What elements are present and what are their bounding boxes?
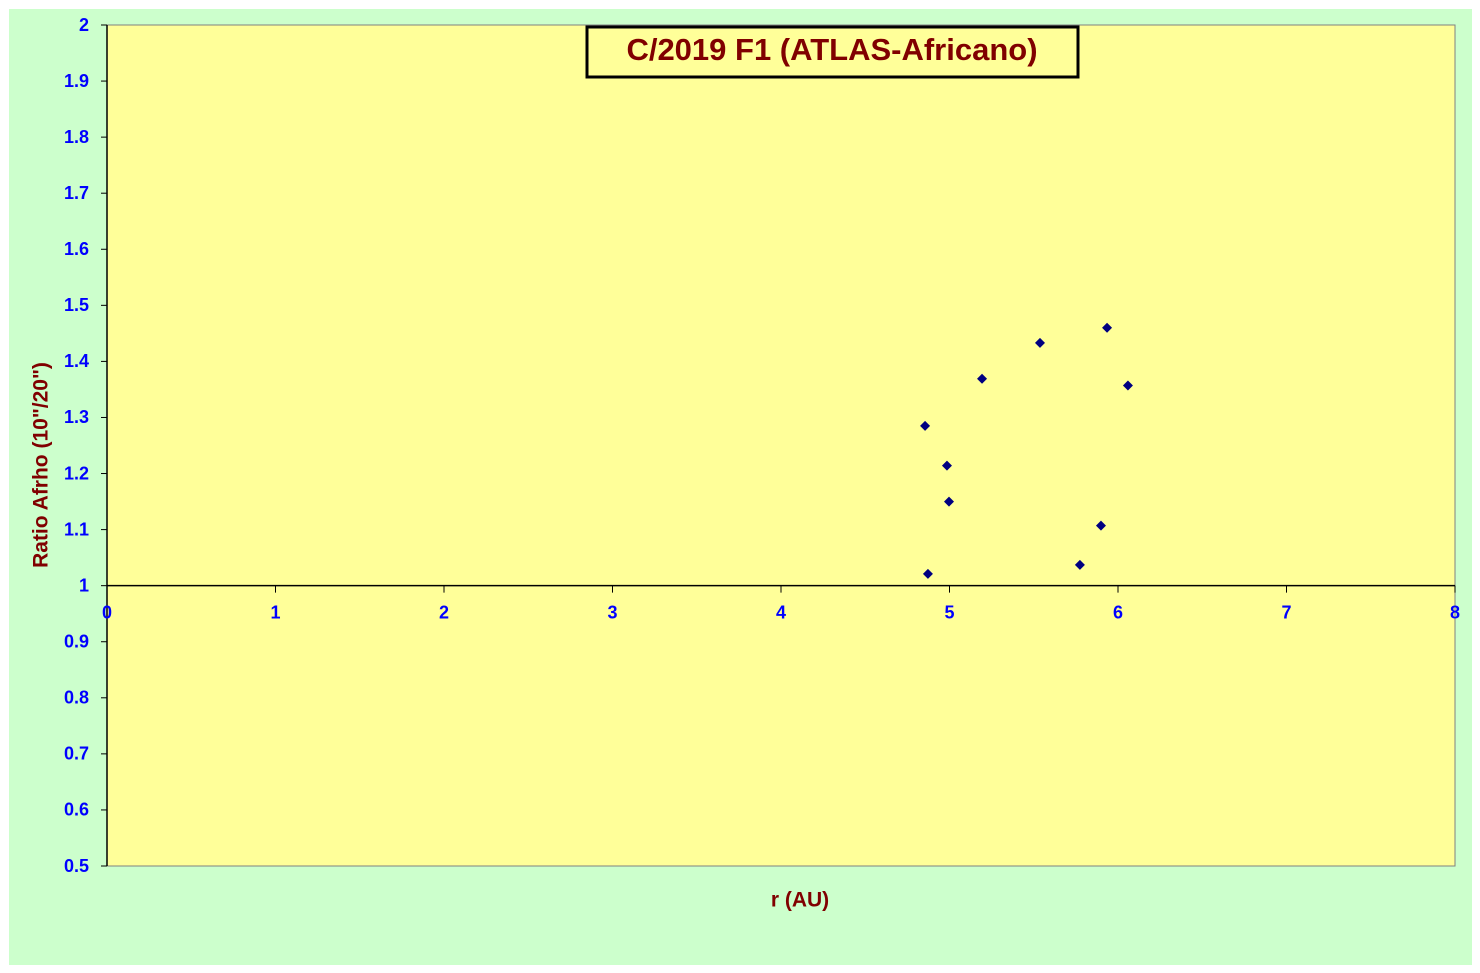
y-tick-label: 1.4: [64, 351, 89, 371]
chart-title: C/2019 F1 (ATLAS-Africano): [626, 32, 1037, 67]
y-tick-label: 0.8: [64, 688, 89, 708]
x-tick-label: 1: [270, 602, 280, 622]
y-tick-label: 2: [79, 15, 89, 35]
title-box: [585, 25, 1080, 79]
data-point: [1034, 337, 1045, 348]
data-point: [1122, 380, 1133, 391]
data-point: [977, 373, 988, 384]
y-tick-label: 0.5: [64, 856, 89, 876]
y-tick-label: 0.6: [64, 800, 89, 820]
y-tick-label: 0.7: [64, 744, 89, 764]
y-tick-label: 1: [79, 575, 89, 595]
x-tick-label: 3: [607, 602, 617, 622]
data-point: [922, 568, 933, 579]
x-tick-label: 2: [439, 602, 449, 622]
x-tick-label: 5: [944, 602, 954, 622]
y-tick-label: 1.1: [64, 519, 89, 539]
data-point: [1095, 520, 1106, 531]
y-tick-label: 1.8: [64, 127, 89, 147]
x-tick-label: 7: [1281, 602, 1291, 622]
y-axis-title: Ratio Afrho (10"/20"): [30, 362, 53, 568]
y-tick-label: 1.5: [64, 295, 89, 315]
plot-area: [106, 24, 1456, 867]
y-tick-label: 1.7: [64, 183, 89, 203]
data-point: [1102, 322, 1113, 333]
y-tick-label: 1.3: [64, 407, 89, 427]
data-point: [941, 460, 952, 471]
y-tick-label: 0.9: [64, 631, 89, 651]
data-point: [1074, 559, 1085, 570]
y-tick-label: 1.9: [64, 71, 89, 91]
y-tick-label: 1.6: [64, 239, 89, 259]
data-point: [920, 420, 931, 431]
x-axis-title: r (AU): [771, 889, 829, 912]
x-tick-label: 0: [102, 602, 112, 622]
y-tick-label: 1.2: [64, 463, 89, 483]
x-tick-label: 6: [1113, 602, 1123, 622]
x-tick-label: 4: [776, 602, 786, 622]
data-point: [943, 496, 954, 507]
x-tick-label: 8: [1450, 602, 1460, 622]
